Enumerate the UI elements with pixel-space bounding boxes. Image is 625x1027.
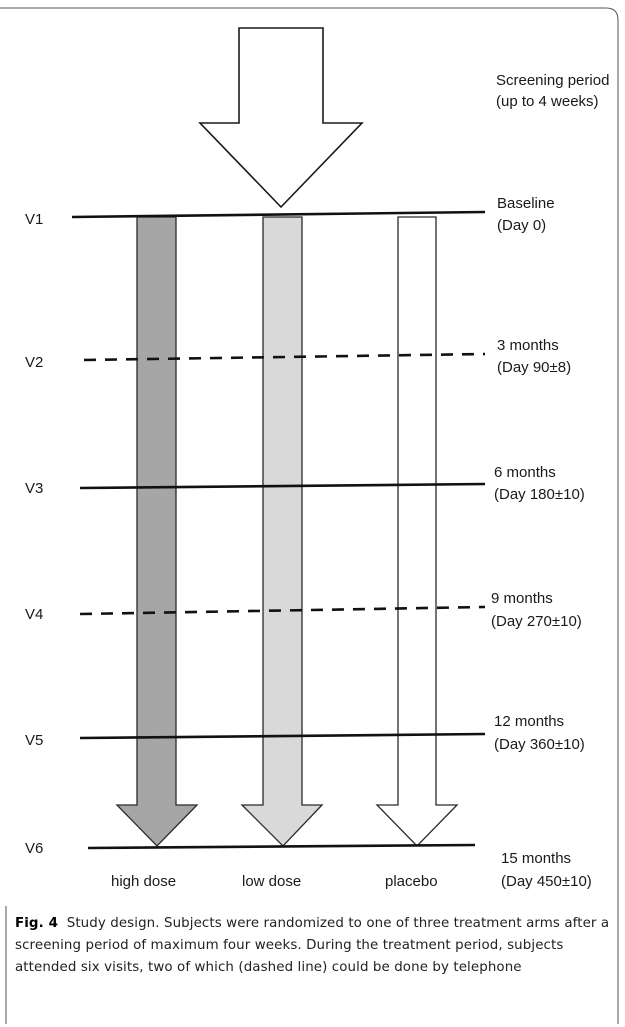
visit-day-v2: (Day 90±8): [497, 359, 571, 376]
visit-line-v4: [79, 605, 486, 616]
visit-time-v3: 6 months: [494, 464, 556, 481]
visit-day-v6: (Day 450±10): [501, 873, 592, 890]
visit-time-v1: Baseline: [497, 195, 555, 212]
visit-id-v1: V1: [25, 211, 43, 228]
visit-line-v3: [79, 482, 486, 490]
visit-id-v5: V5: [25, 732, 43, 749]
visit-line-v6: [87, 843, 476, 850]
arm-arrow-placebo: [375, 216, 459, 847]
visit-id-v6: V6: [25, 840, 43, 857]
figure-caption: Fig. 4 Study design. Subjects were rando…: [15, 913, 615, 979]
visit-line-v1: [71, 210, 486, 219]
arm-label-placebo: placebo: [385, 873, 438, 890]
visit-id-v4: V4: [25, 606, 43, 623]
visit-time-v5: 12 months: [494, 713, 564, 730]
visit-time-v6: 15 months: [501, 850, 571, 867]
visit-day-v4: (Day 270±10): [491, 613, 582, 630]
visit-day-v5: (Day 360±10): [494, 736, 585, 753]
visit-id-v2: V2: [25, 354, 43, 371]
visit-day-v3: (Day 180±10): [494, 486, 585, 503]
visit-time-v4: 9 months: [491, 590, 553, 607]
visit-id-v3: V3: [25, 480, 43, 497]
visit-day-v1: (Day 0): [497, 217, 546, 234]
arm-arrow-low-dose: [240, 216, 324, 847]
screening-label-1: Screening period: [496, 72, 609, 89]
screening-arrow: [198, 27, 364, 209]
visit-line-v2: [83, 352, 486, 362]
arm-arrow-high-dose: [115, 216, 199, 847]
visit-line-v5: [79, 732, 486, 740]
arm-label-high-dose: high dose: [111, 873, 176, 890]
screening-label-2: (up to 4 weeks): [496, 93, 599, 110]
arm-label-low-dose: low dose: [242, 873, 301, 890]
visit-time-v2: 3 months: [497, 337, 559, 354]
figure-number: Fig. 4: [15, 916, 58, 931]
figure-border: [0, 7, 619, 1024]
caption-text: Study design. Subjects were randomized t…: [15, 916, 610, 975]
